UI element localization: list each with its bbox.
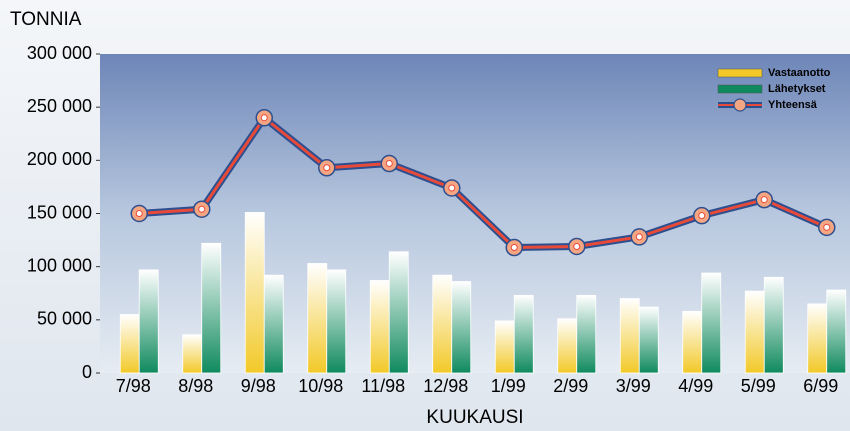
- marker-center: [510, 244, 518, 252]
- bar: [244, 212, 265, 374]
- legend-label: Yhteensä: [768, 99, 818, 111]
- x-tick-label: 1/99: [491, 376, 526, 396]
- x-tick-label: 12/98: [423, 376, 468, 396]
- bar: [201, 242, 222, 374]
- marker-center: [573, 242, 581, 250]
- bar: [138, 269, 159, 374]
- bar: [701, 272, 722, 374]
- x-tick-label: 4/99: [678, 376, 713, 396]
- x-axis-title: KUUKAUSI: [426, 407, 523, 428]
- marker-center: [760, 196, 768, 204]
- line: [139, 115, 828, 250]
- bar: [263, 274, 284, 374]
- marker-center: [823, 223, 831, 231]
- bar: [307, 263, 328, 374]
- bar: [182, 334, 203, 374]
- marker-center: [635, 233, 643, 241]
- x-tick-label: 2/99: [553, 376, 588, 396]
- legend-marker: [733, 98, 747, 112]
- y-tick-label: 250 000: [27, 96, 92, 116]
- y-tick-label: 200 000: [27, 149, 92, 169]
- legend-label: Vastaanotto: [768, 67, 831, 79]
- x-tick-label: 10/98: [298, 376, 343, 396]
- bar: [763, 276, 784, 374]
- bar: [744, 290, 765, 374]
- x-tick-label: 7/98: [116, 376, 151, 396]
- x-tick-label: 11/98: [361, 376, 405, 396]
- bar: [807, 303, 828, 374]
- marker-center: [698, 212, 706, 220]
- marker-center: [198, 205, 206, 213]
- bar: [119, 314, 140, 374]
- marker-center: [385, 160, 393, 168]
- bar: [388, 251, 409, 374]
- marker-center: [448, 184, 456, 192]
- bar: [557, 318, 578, 374]
- bar: [576, 294, 597, 374]
- bar: [369, 280, 390, 374]
- marker-center: [323, 164, 331, 172]
- x-tick-label: 3/99: [616, 376, 651, 396]
- bar: [326, 269, 347, 374]
- legend-swatch: [717, 84, 763, 94]
- bar: [432, 274, 453, 374]
- x-tick-label: 9/98: [241, 376, 276, 396]
- bar: [494, 320, 515, 374]
- x-tick-label: 6/99: [803, 376, 838, 396]
- bar: [451, 281, 472, 374]
- y-axis-title: TONNIA: [10, 9, 82, 30]
- legend-label: Lähetykset: [768, 83, 826, 95]
- legend-swatch: [717, 68, 763, 78]
- y-tick-label: 300 000: [27, 43, 92, 63]
- bar: [638, 306, 659, 374]
- y-tick-label: 100 000: [27, 255, 92, 275]
- x-tick-label: 8/98: [178, 376, 213, 396]
- marker-center: [135, 210, 143, 217]
- y-tick-label: 150 000: [27, 202, 92, 222]
- bar: [619, 298, 640, 374]
- y-tick-label: 0: [82, 362, 92, 382]
- marker-center: [260, 114, 268, 122]
- x-tick-label: 5/99: [741, 376, 776, 396]
- bar: [682, 310, 703, 374]
- y-tick-label: 50 000: [37, 309, 92, 329]
- bar: [513, 294, 534, 374]
- bar: [826, 289, 847, 374]
